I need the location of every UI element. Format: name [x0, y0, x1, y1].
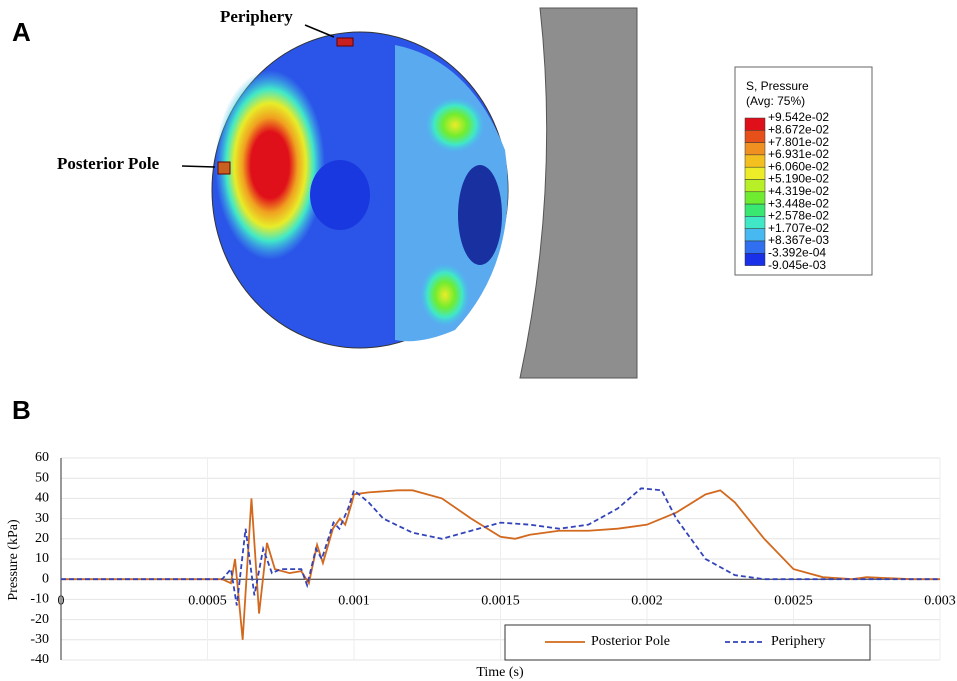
color-swatch	[745, 216, 765, 228]
x-tick-label: 0.0005	[188, 593, 227, 608]
x-tick-label: 0.003	[924, 593, 956, 608]
y-tick-label: 40	[35, 491, 49, 506]
color-swatch	[745, 167, 765, 179]
color-swatch	[745, 118, 765, 130]
y-tick-label: -10	[30, 592, 49, 607]
hot-spot	[215, 70, 325, 260]
x-tick-label: 0.002	[631, 593, 663, 608]
y-tick-label: 60	[35, 450, 49, 465]
arrow	[182, 166, 215, 167]
y-tick-label: 20	[35, 531, 49, 546]
x-tick-label: 0.0025	[774, 593, 813, 608]
warm-spot	[420, 263, 470, 327]
color-swatch	[745, 155, 765, 167]
annotation: Periphery	[220, 7, 293, 26]
y-tick-label: -20	[30, 612, 49, 627]
y-tick-label: -40	[30, 652, 49, 667]
y-tick-label: 50	[35, 470, 49, 485]
color-swatch	[745, 192, 765, 204]
annotation: Posterior Pole	[57, 154, 160, 173]
legend-label: Posterior Pole	[591, 634, 670, 649]
color-swatch	[745, 204, 765, 216]
y-tick-label: 30	[35, 511, 49, 526]
figure: A Periphery Posterior Pole S, Pressure (…	[0, 0, 957, 681]
y-tick-label: 10	[35, 551, 49, 566]
x-tick-label: 0.0015	[481, 593, 520, 608]
panel-label: B	[12, 395, 31, 425]
color-swatch	[745, 143, 765, 155]
y-tick-label: -30	[30, 632, 49, 647]
x-axis-title: Time (s)	[476, 665, 524, 680]
model-view	[182, 8, 637, 378]
periphery-marker	[337, 38, 353, 46]
warm-spot	[425, 97, 485, 153]
arrow	[305, 25, 334, 37]
color-swatch	[745, 241, 765, 253]
cold-spot	[458, 165, 502, 265]
color-swatch	[745, 130, 765, 142]
x-tick-label: 0.001	[338, 593, 370, 608]
cold-spot	[310, 160, 370, 230]
color-swatch	[745, 180, 765, 192]
legend-label: Periphery	[771, 634, 825, 649]
color-swatch	[745, 229, 765, 241]
y-axis-title: Pressure (kPa)	[6, 519, 21, 601]
legend-label: -9.045e-03	[768, 258, 826, 272]
legend-subtitle: (Avg: 75%)	[746, 94, 805, 108]
legend-title: S, Pressure	[746, 79, 809, 93]
pole-marker	[218, 162, 230, 174]
lens-slab	[520, 8, 637, 378]
y-tick-label: 0	[42, 571, 49, 586]
panel-label: A	[12, 17, 31, 47]
color-swatch	[745, 253, 765, 265]
